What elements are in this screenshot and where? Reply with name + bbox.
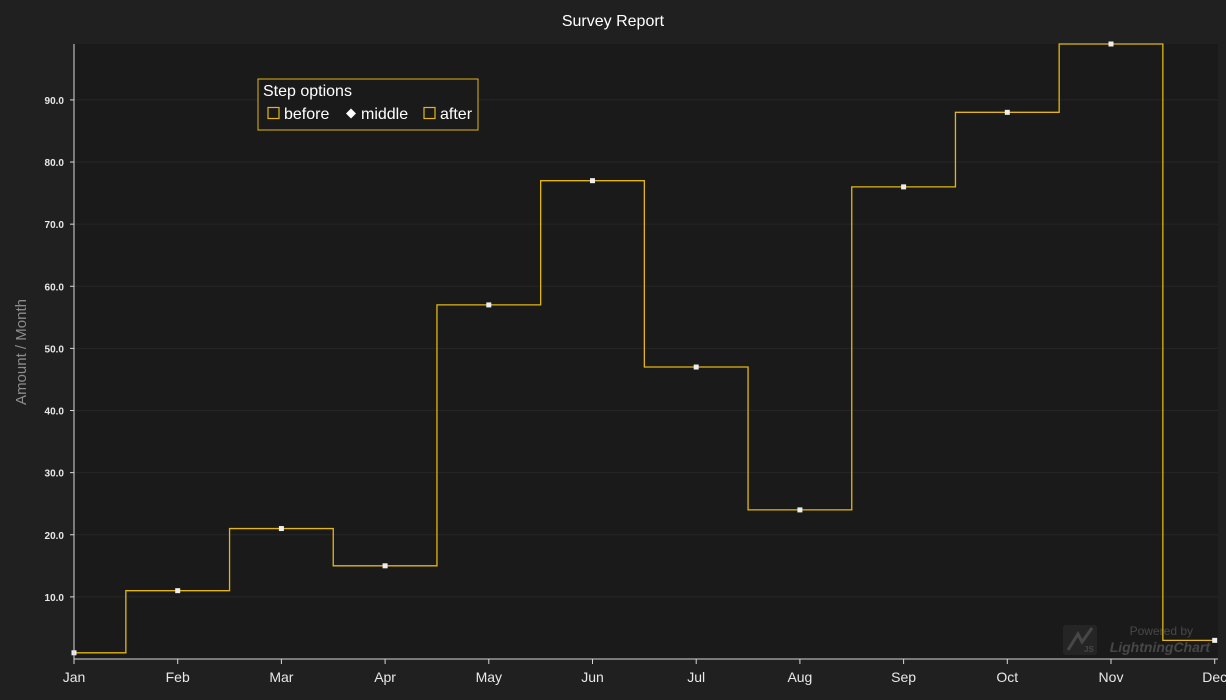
- y-tick-label: 10.0: [45, 593, 65, 604]
- x-tick-label: May: [476, 669, 502, 685]
- legend[interactable]: Step options before middle after: [257, 78, 479, 131]
- watermark-line2: LightningChart: [1110, 639, 1212, 655]
- y-tick-label: 70.0: [45, 220, 65, 231]
- x-tick-label: Nov: [1099, 669, 1124, 685]
- y-tick-label: 30.0: [45, 469, 65, 480]
- y-tick-label: 20.0: [45, 531, 65, 542]
- data-point[interactable]: [590, 178, 595, 184]
- data-point[interactable]: [1004, 109, 1010, 115]
- x-tick-label: Apr: [374, 669, 396, 685]
- x-tick-label: Aug: [787, 669, 812, 685]
- legend-label: after: [440, 106, 473, 123]
- lightning-bolt-icon: [1066, 627, 1094, 651]
- data-point[interactable]: [278, 526, 284, 532]
- lightningchart-watermark: JS Powered by LightningChart: [1063, 624, 1211, 655]
- legend-entry-before[interactable]: before: [267, 106, 329, 123]
- legend-marker-diamond: [346, 108, 356, 119]
- series-step-line: [74, 43, 1215, 654]
- watermark-badge: JS: [1084, 645, 1094, 654]
- y-tick-label: 80.0: [45, 158, 65, 169]
- legend-box: [257, 78, 479, 131]
- x-tick-label: Jul: [687, 669, 705, 685]
- data-point[interactable]: [1108, 41, 1114, 47]
- legend-title: Step options: [263, 83, 352, 100]
- x-tick-label: Dec: [1202, 669, 1226, 685]
- x-tick-label: Jun: [581, 669, 604, 685]
- x-tick-label: Jan: [63, 669, 86, 685]
- x-tick-label: Oct: [996, 669, 1018, 685]
- legend-label: middle: [361, 106, 408, 123]
- legend-label: before: [284, 106, 329, 123]
- legend-marker-square: [267, 106, 280, 120]
- y-tick-label: 60.0: [45, 282, 65, 293]
- axis-ticks: 10.0 20.0 30.0 40.0 50.0 60.0 70.0 80.0 90.0 Jan F…: [45, 96, 1226, 685]
- y-tick-label: 50.0: [45, 344, 65, 355]
- data-point[interactable]: [1212, 637, 1218, 643]
- x-tick-label: Feb: [166, 669, 190, 685]
- watermark-line1: Powered by: [1130, 624, 1193, 638]
- legend-entry-after[interactable]: after: [423, 106, 473, 123]
- data-point[interactable]: [797, 507, 803, 513]
- gridlines: [74, 99, 1218, 598]
- data-point[interactable]: [901, 184, 907, 190]
- legend-entry-middle[interactable]: middle: [346, 106, 408, 123]
- y-axis-title: Amount / Month: [13, 299, 30, 405]
- data-point[interactable]: [486, 302, 492, 308]
- legend-marker-square: [423, 106, 436, 120]
- plot-background: [74, 44, 1218, 659]
- data-point[interactable]: [693, 364, 699, 370]
- lightningchart-logo-icon: [1063, 625, 1097, 655]
- data-point[interactable]: [175, 588, 181, 594]
- data-point[interactable]: [382, 563, 388, 569]
- chart-title: Survey Report: [562, 13, 665, 30]
- x-tick-label: Sep: [891, 669, 916, 685]
- x-tick-label: Mar: [269, 669, 293, 685]
- y-tick-label: 40.0: [45, 407, 65, 418]
- y-tick-label: 90.0: [45, 96, 65, 107]
